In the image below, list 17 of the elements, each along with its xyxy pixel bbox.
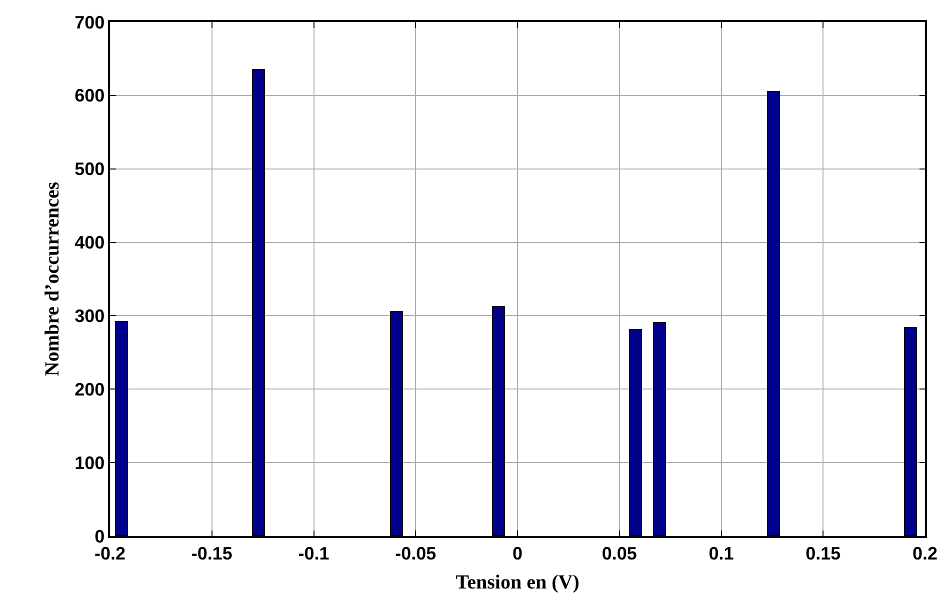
x-tick-label: 0.15 [806, 543, 841, 564]
x-tick-label: 0 [512, 543, 523, 564]
y-tick-label: 300 [74, 306, 105, 326]
y-tick-label: 500 [74, 159, 105, 180]
y-tick-label: 700 [74, 12, 105, 32]
x-tick-label: 0.2 [912, 543, 938, 564]
x-tick-label: -0.1 [298, 543, 330, 564]
y-tick-label: 400 [74, 232, 105, 253]
x-tick-label: -0.05 [395, 543, 436, 564]
y-tick-label: 600 [74, 86, 105, 106]
y-tick-label: 200 [74, 379, 105, 400]
x-tick-label: -0.15 [191, 543, 232, 564]
y-axis-title: Nombre d’occurrences [42, 182, 64, 376]
x-tick-label: 0.05 [602, 543, 637, 564]
y-tick-label: 100 [74, 452, 105, 473]
x-tick-label: 0.1 [708, 543, 734, 564]
x-axis-title: Tension en (V) [456, 571, 580, 594]
